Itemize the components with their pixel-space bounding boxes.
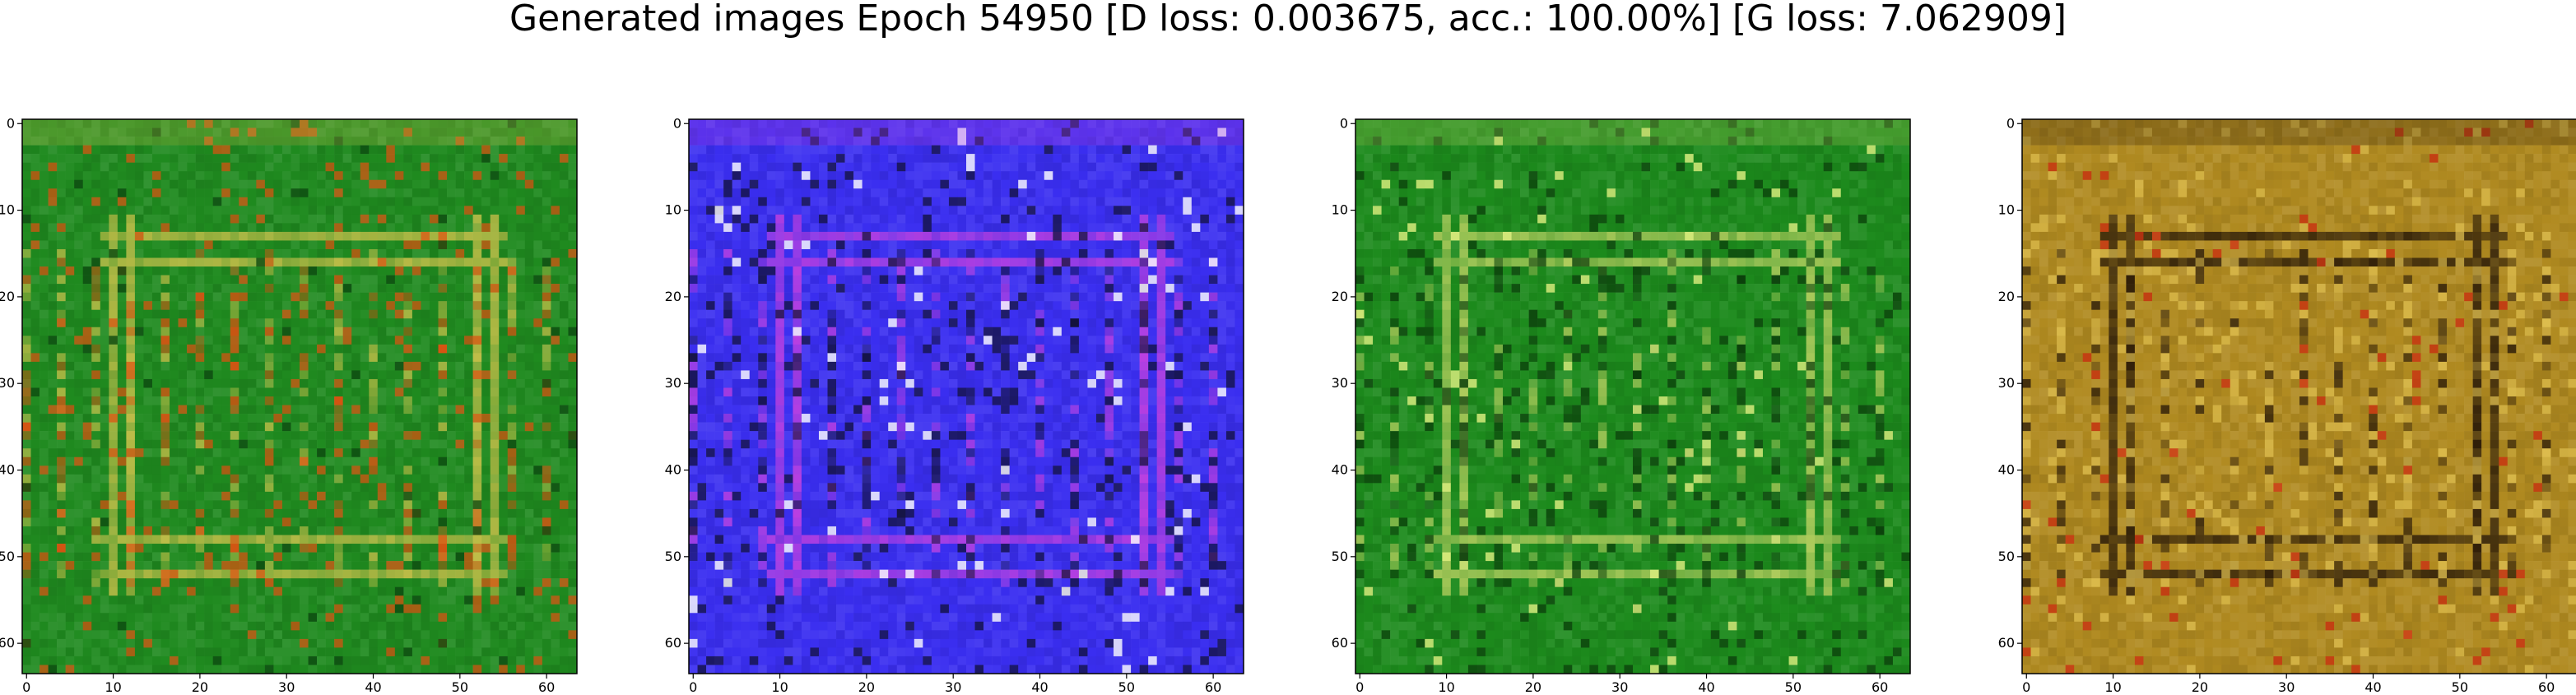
y-tick-label: 0 — [673, 115, 681, 131]
y-tick-label: 0 — [2006, 115, 2015, 131]
y-tick-label: 20 — [0, 289, 15, 304]
y-tick-label: 30 — [1998, 375, 2015, 391]
pixel-grid — [689, 119, 1244, 674]
x-tick-label: 10 — [2104, 679, 2121, 695]
y-tick-label: 60 — [665, 635, 681, 651]
image-axes-2: 0 10 20 30 40 50 60 0 10 20 30 40 50 60 — [665, 115, 1244, 695]
x-tick-label: 60 — [2538, 679, 2555, 695]
y-tick-label: 50 — [0, 549, 15, 564]
image-panel-1: 0 10 20 30 40 50 60 0 10 20 30 40 50 60 — [0, 115, 578, 695]
axes-frame — [21, 118, 578, 674]
y-tick-label: 20 — [1332, 289, 1348, 304]
pixel-grid — [22, 119, 578, 674]
x-tick-label: 0 — [1355, 679, 1364, 695]
pixel-grid — [1355, 119, 1911, 674]
x-tick-label: 10 — [1438, 679, 1454, 695]
y-tick-label: 40 — [1332, 462, 1348, 478]
axes-frame — [688, 118, 1244, 674]
x-tick-label: 40 — [1031, 679, 1048, 695]
x-tick-label: 40 — [365, 679, 381, 695]
x-tick-label: 30 — [1611, 679, 1628, 695]
x-tick-label: 0 — [22, 679, 30, 695]
x-tick-label: 60 — [1872, 679, 1888, 695]
y-tick-label: 0 — [1340, 115, 1348, 131]
y-tick-label: 20 — [665, 289, 681, 304]
image-axes-3: 0 10 20 30 40 50 60 0 10 20 30 40 50 60 — [1332, 115, 1911, 695]
x-tick-label: 0 — [2022, 679, 2030, 695]
x-tick-label: 30 — [278, 679, 295, 695]
image-panel-2: 0 10 20 30 40 50 60 0 10 20 30 40 50 60 — [665, 115, 1244, 695]
y-tick-label: 50 — [1332, 549, 1348, 564]
y-tick-label: 60 — [0, 635, 15, 651]
y-tick-label: 0 — [7, 115, 15, 131]
y-tick-label: 10 — [0, 202, 15, 218]
y-tick-label: 10 — [665, 202, 681, 218]
x-tick-label: 60 — [538, 679, 555, 695]
y-tick-label: 40 — [1998, 462, 2015, 478]
y-tick-label: 40 — [665, 462, 681, 478]
y-tick-label: 30 — [0, 375, 15, 391]
x-tick-label: 30 — [2278, 679, 2295, 695]
x-tick-label: 50 — [2452, 679, 2468, 695]
image-panel-3: 0 10 20 30 40 50 60 0 10 20 30 40 50 60 — [1332, 115, 1911, 695]
y-tick-label: 10 — [1332, 202, 1348, 218]
image-panel-4: 0 10 20 30 40 50 60 0 10 20 30 40 50 60 — [1998, 115, 2576, 695]
x-tick-label: 40 — [1698, 679, 1714, 695]
y-tick-label: 30 — [1332, 375, 1348, 391]
y-tick-label: 50 — [1998, 549, 2015, 564]
axes-frame — [1355, 118, 1911, 674]
image-axes-4: 0 10 20 30 40 50 60 0 10 20 30 40 50 60 — [1998, 115, 2576, 695]
y-tick-label: 50 — [665, 549, 681, 564]
y-tick-label: 60 — [1998, 635, 2015, 651]
x-tick-label: 20 — [192, 679, 208, 695]
x-tick-label: 0 — [689, 679, 697, 695]
x-tick-label: 50 — [1118, 679, 1135, 695]
x-tick-label: 50 — [1785, 679, 1802, 695]
figure-title: Generated images Epoch 54950 [D loss: 0.… — [509, 0, 2067, 39]
y-tick-label: 40 — [0, 462, 15, 478]
x-tick-label: 20 — [1525, 679, 1541, 695]
x-tick-label: 20 — [858, 679, 875, 695]
y-tick-label: 60 — [1332, 635, 1348, 651]
y-tick-label: 30 — [665, 375, 681, 391]
x-tick-label: 30 — [945, 679, 961, 695]
y-tick-label: 10 — [1998, 202, 2015, 218]
x-tick-label: 10 — [771, 679, 788, 695]
axes-frame — [2021, 118, 2576, 674]
x-tick-label: 10 — [105, 679, 121, 695]
y-tick-label: 20 — [1998, 289, 2015, 304]
x-tick-label: 40 — [2364, 679, 2381, 695]
x-tick-label: 60 — [1205, 679, 1221, 695]
pixel-grid — [2022, 119, 2576, 674]
image-axes-1: 0 10 20 30 40 50 60 0 10 20 30 40 50 60 — [0, 115, 578, 695]
x-tick-label: 20 — [2192, 679, 2208, 695]
x-tick-label: 50 — [452, 679, 468, 695]
